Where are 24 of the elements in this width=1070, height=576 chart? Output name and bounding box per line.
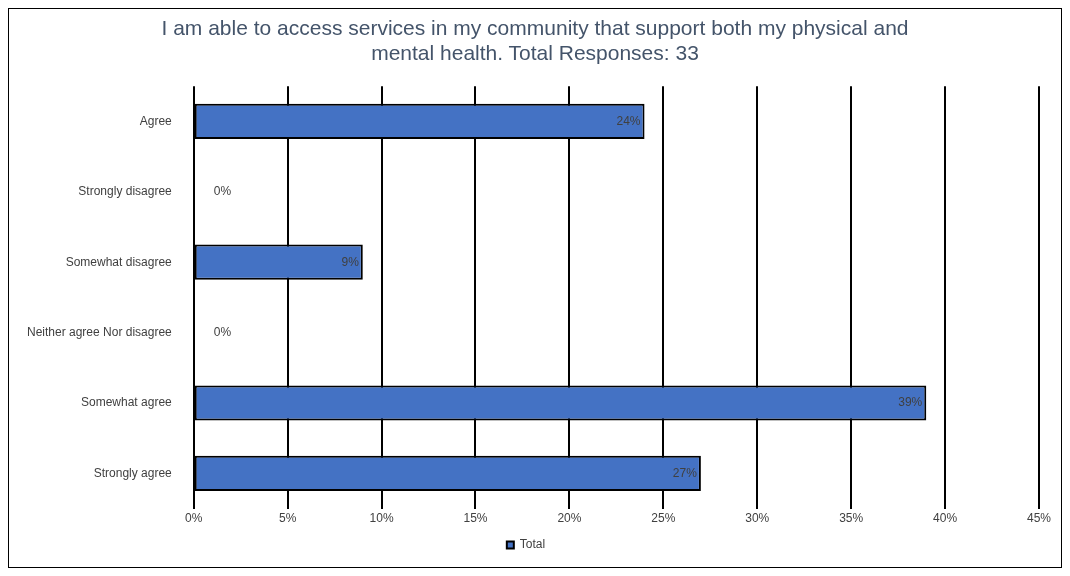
x-tick-label: 40%: [933, 511, 958, 526]
y-tick-label: Strongly disagree: [78, 184, 173, 199]
x-tick-label: 10%: [369, 511, 394, 526]
y-tick-label: Somewhat disagree: [65, 254, 173, 269]
text: 0%: [213, 324, 232, 339]
x-tick-label: 30%: [745, 511, 770, 526]
x-tick-label: 5%: [278, 511, 297, 526]
text: 27%: [672, 465, 697, 480]
y-tick-label: Somewhat agree: [81, 395, 173, 410]
text: 9%: [341, 254, 359, 269]
legend-label: Total: [519, 537, 546, 552]
x-tick-label: 15%: [463, 511, 488, 526]
x-tick-label: 25%: [651, 511, 676, 526]
x-tick-label: 35%: [839, 511, 864, 526]
y-tick-label: Agree: [139, 113, 173, 128]
text: 39%: [898, 395, 923, 410]
x-tick-label: 0%: [185, 511, 203, 526]
chart-title: I am able to access services in my community that support both my physical and mental health. Total Responses: 33: [160, 15, 910, 65]
y-tick-label: Neither agree Nor disagree: [26, 324, 173, 339]
y-tick-label: Strongly agree: [93, 465, 173, 480]
text: 0%: [213, 184, 232, 199]
x-tick-label: 45%: [1026, 511, 1052, 526]
text: 24%: [616, 113, 641, 128]
x-tick-label: 20%: [557, 511, 582, 526]
